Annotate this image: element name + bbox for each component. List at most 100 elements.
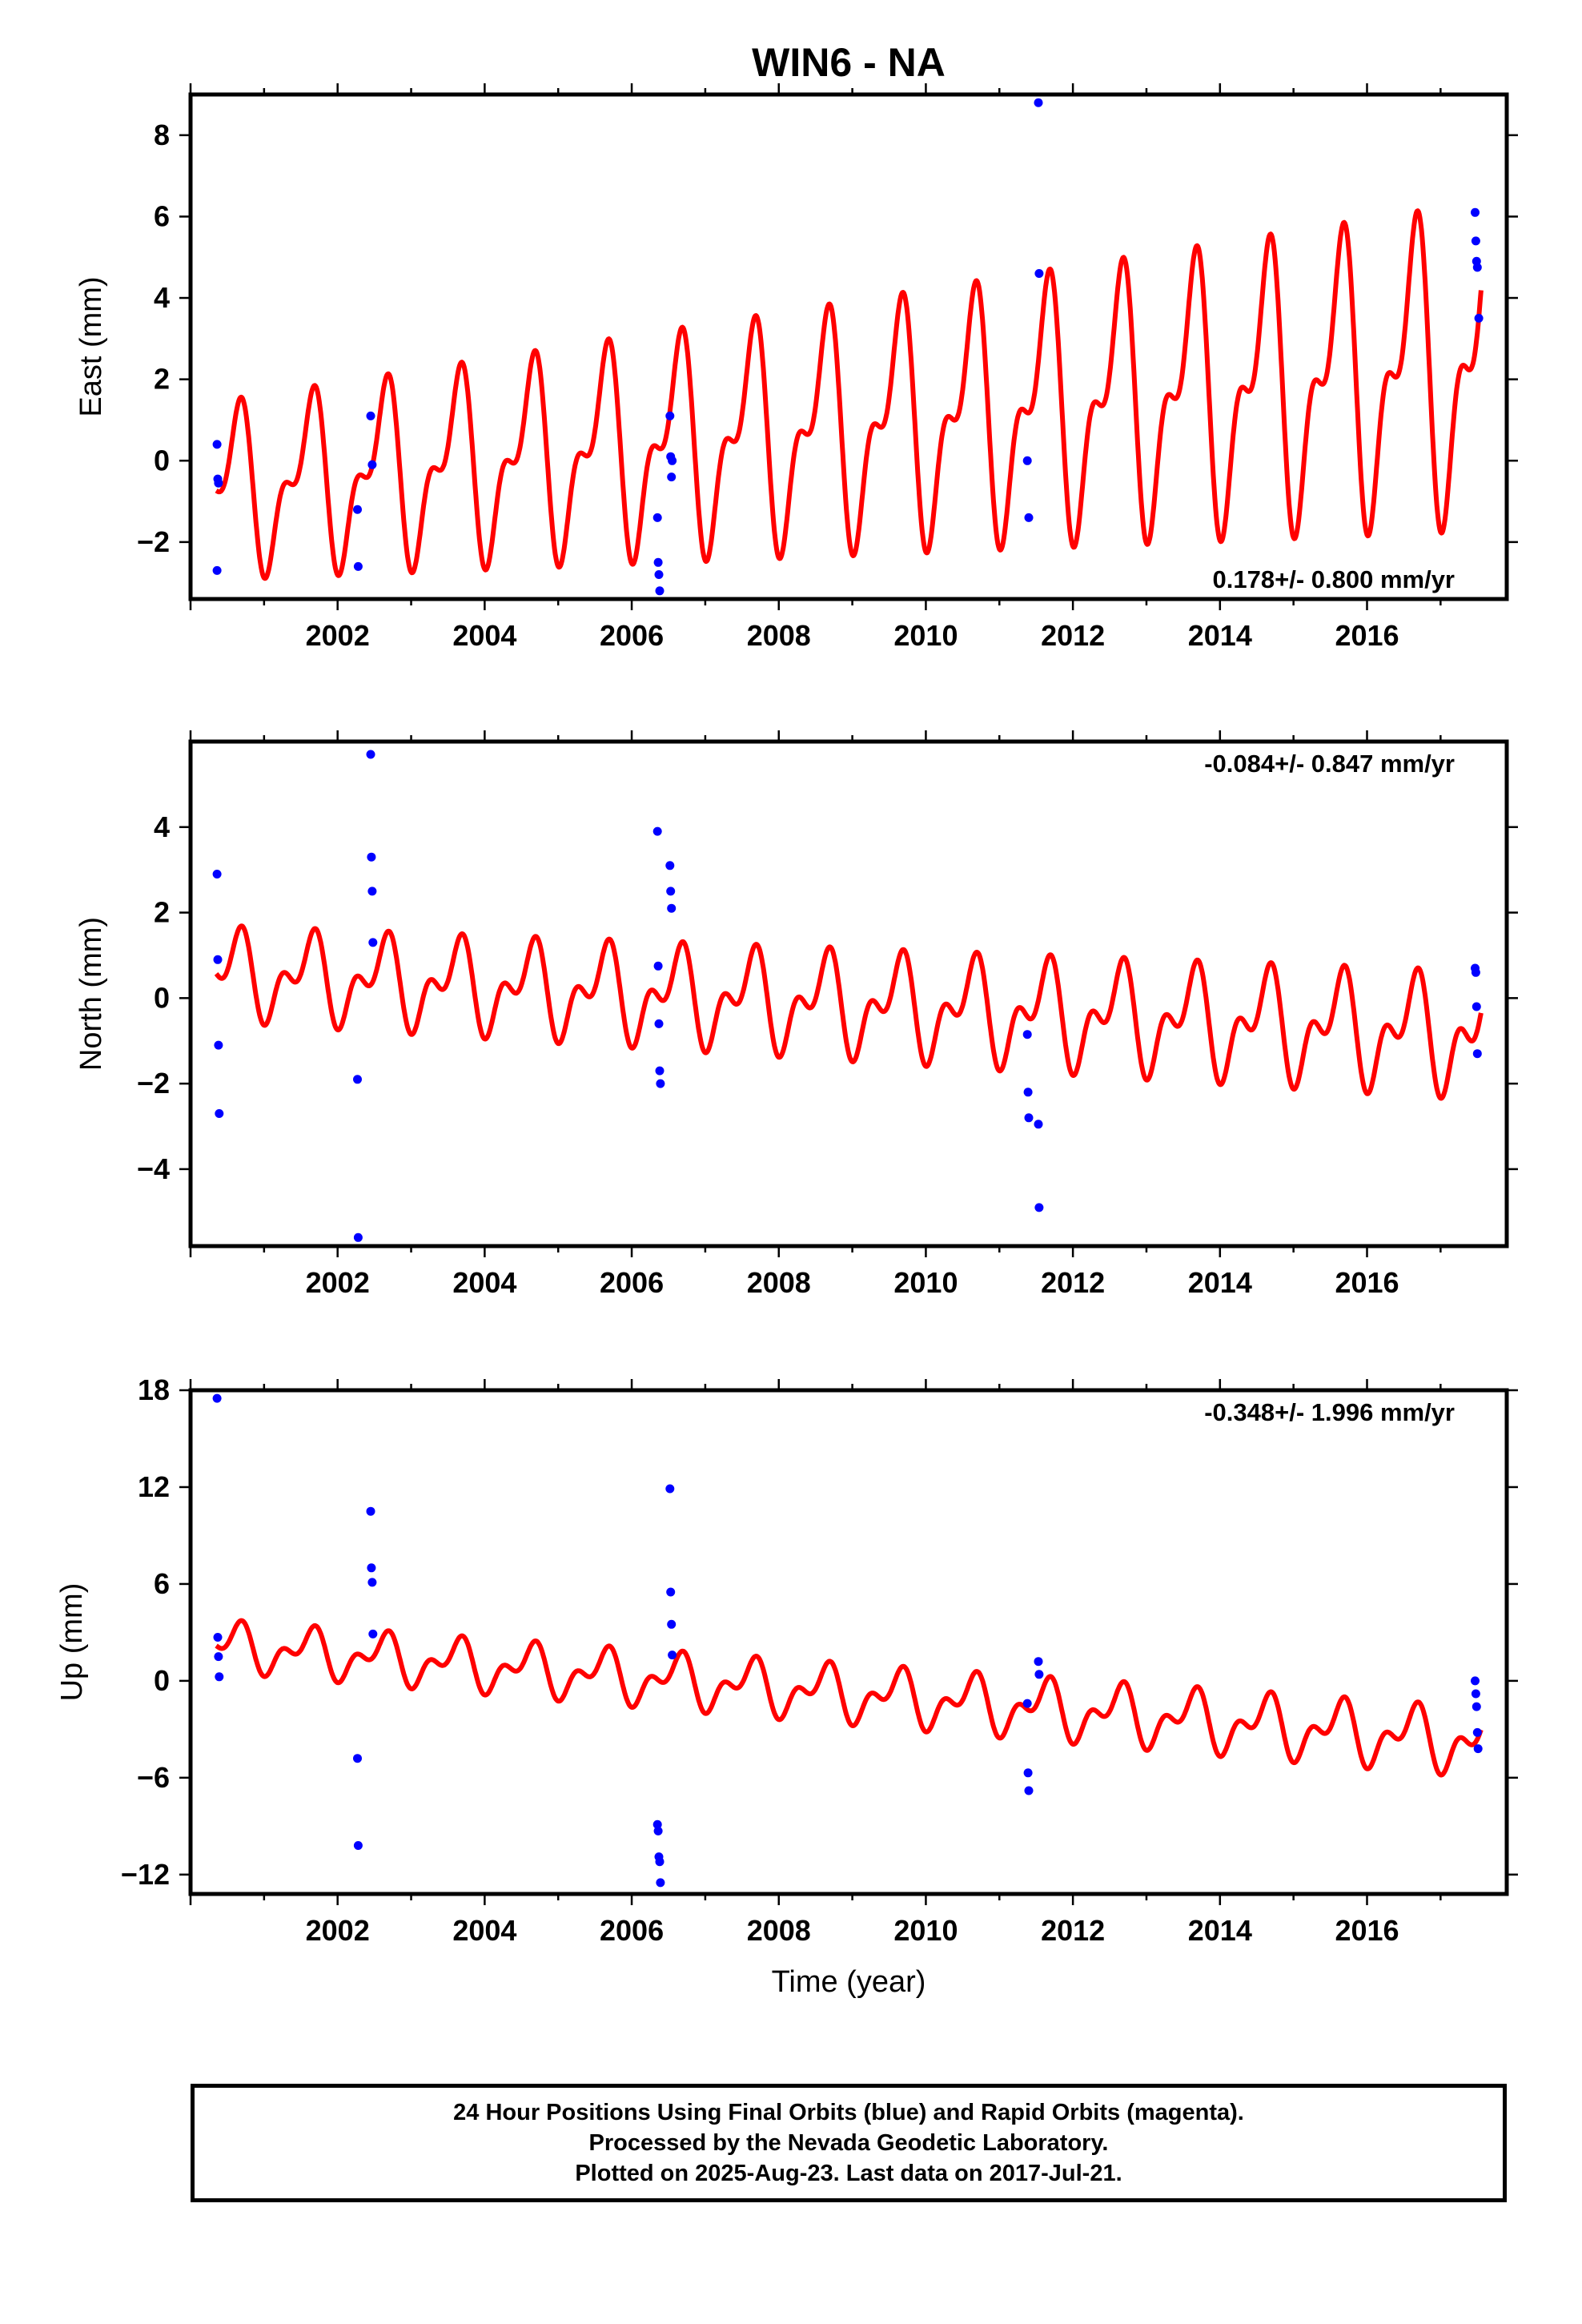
east-ytick-label: 8 bbox=[154, 119, 170, 151]
north-point-9 bbox=[368, 938, 378, 947]
up-point-4 bbox=[353, 1754, 362, 1763]
east-model-line bbox=[215, 208, 1484, 581]
up-xtick-label: 2006 bbox=[600, 1914, 664, 1947]
up-xtick-label: 2008 bbox=[747, 1914, 811, 1947]
north-xtick-label: 2012 bbox=[1041, 1266, 1105, 1299]
east-ytick-label: 4 bbox=[154, 281, 170, 314]
up-point-5 bbox=[353, 1841, 363, 1850]
up-ytick-label: 18 bbox=[138, 1373, 170, 1406]
up-xtick-label: 2012 bbox=[1041, 1914, 1105, 1947]
up-ytick-label: 12 bbox=[138, 1470, 170, 1503]
north-point-22 bbox=[1034, 1203, 1044, 1212]
north-xtick-label: 2016 bbox=[1335, 1266, 1399, 1299]
east-xtick-label: 2012 bbox=[1041, 619, 1105, 652]
east-xtick-label: 2002 bbox=[306, 619, 370, 652]
east-xtick-label: 2016 bbox=[1335, 619, 1399, 652]
east-panel: 2002 2004 2006 2008 2010 2012 2014 2016 −2 0 2 4 6 8 E… bbox=[74, 83, 1518, 652]
footer-box: 24 Hour Positions Using Final Orbits (bl… bbox=[191, 2084, 1507, 2202]
up-rate-annotation: -0.348+/- 1.996 mm/yr bbox=[1204, 1398, 1455, 1426]
north-model-line bbox=[214, 923, 1484, 1101]
east-xtick-label: 2004 bbox=[452, 619, 516, 652]
north-point-25 bbox=[1472, 1002, 1481, 1011]
north-point-10 bbox=[652, 826, 662, 836]
up-point-3 bbox=[215, 1672, 224, 1682]
north-point-17 bbox=[667, 903, 677, 913]
up-ytick-label: 6 bbox=[154, 1567, 170, 1600]
up-xlabel: Time (year) bbox=[772, 1965, 926, 1999]
up-ytick-label: −6 bbox=[137, 1761, 170, 1794]
north-point-3 bbox=[215, 1109, 224, 1118]
up-xtick-label: 2010 bbox=[893, 1914, 958, 1947]
east-point-19 bbox=[1034, 269, 1044, 278]
up-point-14 bbox=[656, 1878, 665, 1888]
up-xtick-label: 2014 bbox=[1188, 1914, 1252, 1947]
north-point-20 bbox=[1024, 1113, 1034, 1123]
up-point-10 bbox=[652, 1819, 662, 1829]
east-xtick-label: 2010 bbox=[893, 619, 958, 652]
up-point-23 bbox=[1034, 1670, 1044, 1679]
footer-line-3: Plotted on 2025-Aug-23. Last data on 201… bbox=[575, 2161, 1122, 2186]
north-xtick-label: 2008 bbox=[747, 1266, 811, 1299]
north-ylabel: North (mm) bbox=[74, 917, 108, 1071]
up-panel: 2002 2004 2006 2008 2010 2012 2014 2016 −12 −6 0 6 1… bbox=[55, 1373, 1518, 1999]
east-ytick-label: 2 bbox=[154, 363, 170, 396]
east-point-18 bbox=[1034, 98, 1043, 107]
up-point-26 bbox=[1472, 1702, 1481, 1711]
up-point-18 bbox=[668, 1651, 677, 1660]
east-point-20 bbox=[1471, 207, 1480, 217]
east-point-5 bbox=[353, 561, 363, 571]
north-ytick-label: −2 bbox=[137, 1067, 170, 1100]
up-point-0 bbox=[212, 1393, 222, 1403]
north-point-1 bbox=[213, 955, 223, 964]
north-point-14 bbox=[656, 1079, 665, 1088]
east-point-4 bbox=[353, 505, 362, 514]
up-model-line bbox=[215, 1618, 1484, 1778]
up-point-6 bbox=[366, 1506, 375, 1516]
north-point-6 bbox=[366, 750, 375, 759]
north-panel: 2002 2004 2006 2008 2010 2012 2014 2016 −4 −2 0 2 4 N… bbox=[74, 730, 1518, 1299]
east-ytick-label: 6 bbox=[154, 199, 170, 232]
up-point-9 bbox=[368, 1629, 378, 1638]
figure-title: WIN6 - NA bbox=[752, 40, 946, 85]
north-point-12 bbox=[654, 1019, 664, 1028]
up-ytick-label: −12 bbox=[121, 1858, 170, 1891]
east-point-15 bbox=[668, 456, 677, 465]
up-point-28 bbox=[1473, 1744, 1483, 1754]
up-point-19 bbox=[1022, 1699, 1032, 1708]
up-frame bbox=[188, 1388, 1509, 1896]
north-ytick-label: 0 bbox=[154, 981, 170, 1014]
up-xtick-label: 2002 bbox=[306, 1914, 370, 1947]
up-ylabel: Up (mm) bbox=[55, 1583, 89, 1702]
north-point-11 bbox=[653, 961, 663, 971]
north-point-8 bbox=[367, 887, 377, 896]
footer-line-1: 24 Hour Positions Using Final Orbits (bl… bbox=[453, 2100, 1244, 2125]
north-point-2 bbox=[214, 1040, 223, 1050]
east-ytick-label: 0 bbox=[154, 444, 170, 476]
up-point-25 bbox=[1471, 1689, 1480, 1699]
north-xtick-label: 2002 bbox=[306, 1266, 370, 1299]
up-point-2 bbox=[214, 1652, 223, 1662]
north-point-16 bbox=[666, 887, 676, 896]
east-point-24 bbox=[1474, 313, 1484, 323]
east-point-16 bbox=[1022, 456, 1032, 465]
north-xtick-label: 2006 bbox=[600, 1266, 664, 1299]
north-point-5 bbox=[353, 1232, 363, 1242]
east-point-12 bbox=[665, 411, 675, 420]
north-frame bbox=[188, 739, 1509, 1248]
north-point-18 bbox=[1022, 1030, 1032, 1039]
up-xtick-label: 2004 bbox=[452, 1914, 516, 1947]
up-point-11 bbox=[653, 1826, 663, 1835]
north-point-21 bbox=[1034, 1120, 1043, 1129]
east-rate-annotation: 0.178+/- 0.800 mm/yr bbox=[1213, 565, 1455, 593]
north-point-0 bbox=[212, 870, 222, 879]
east-point-2 bbox=[214, 478, 223, 488]
up-point-24 bbox=[1471, 1676, 1480, 1686]
east-xtick-label: 2014 bbox=[1188, 619, 1252, 652]
east-point-21 bbox=[1471, 236, 1480, 246]
east-xtick-label: 2008 bbox=[747, 619, 811, 652]
north-xtick-label: 2010 bbox=[893, 1266, 958, 1299]
east-point-17 bbox=[1024, 513, 1034, 522]
east-frame bbox=[188, 92, 1509, 601]
east-point-8 bbox=[652, 513, 662, 522]
east-point-3 bbox=[212, 565, 222, 575]
